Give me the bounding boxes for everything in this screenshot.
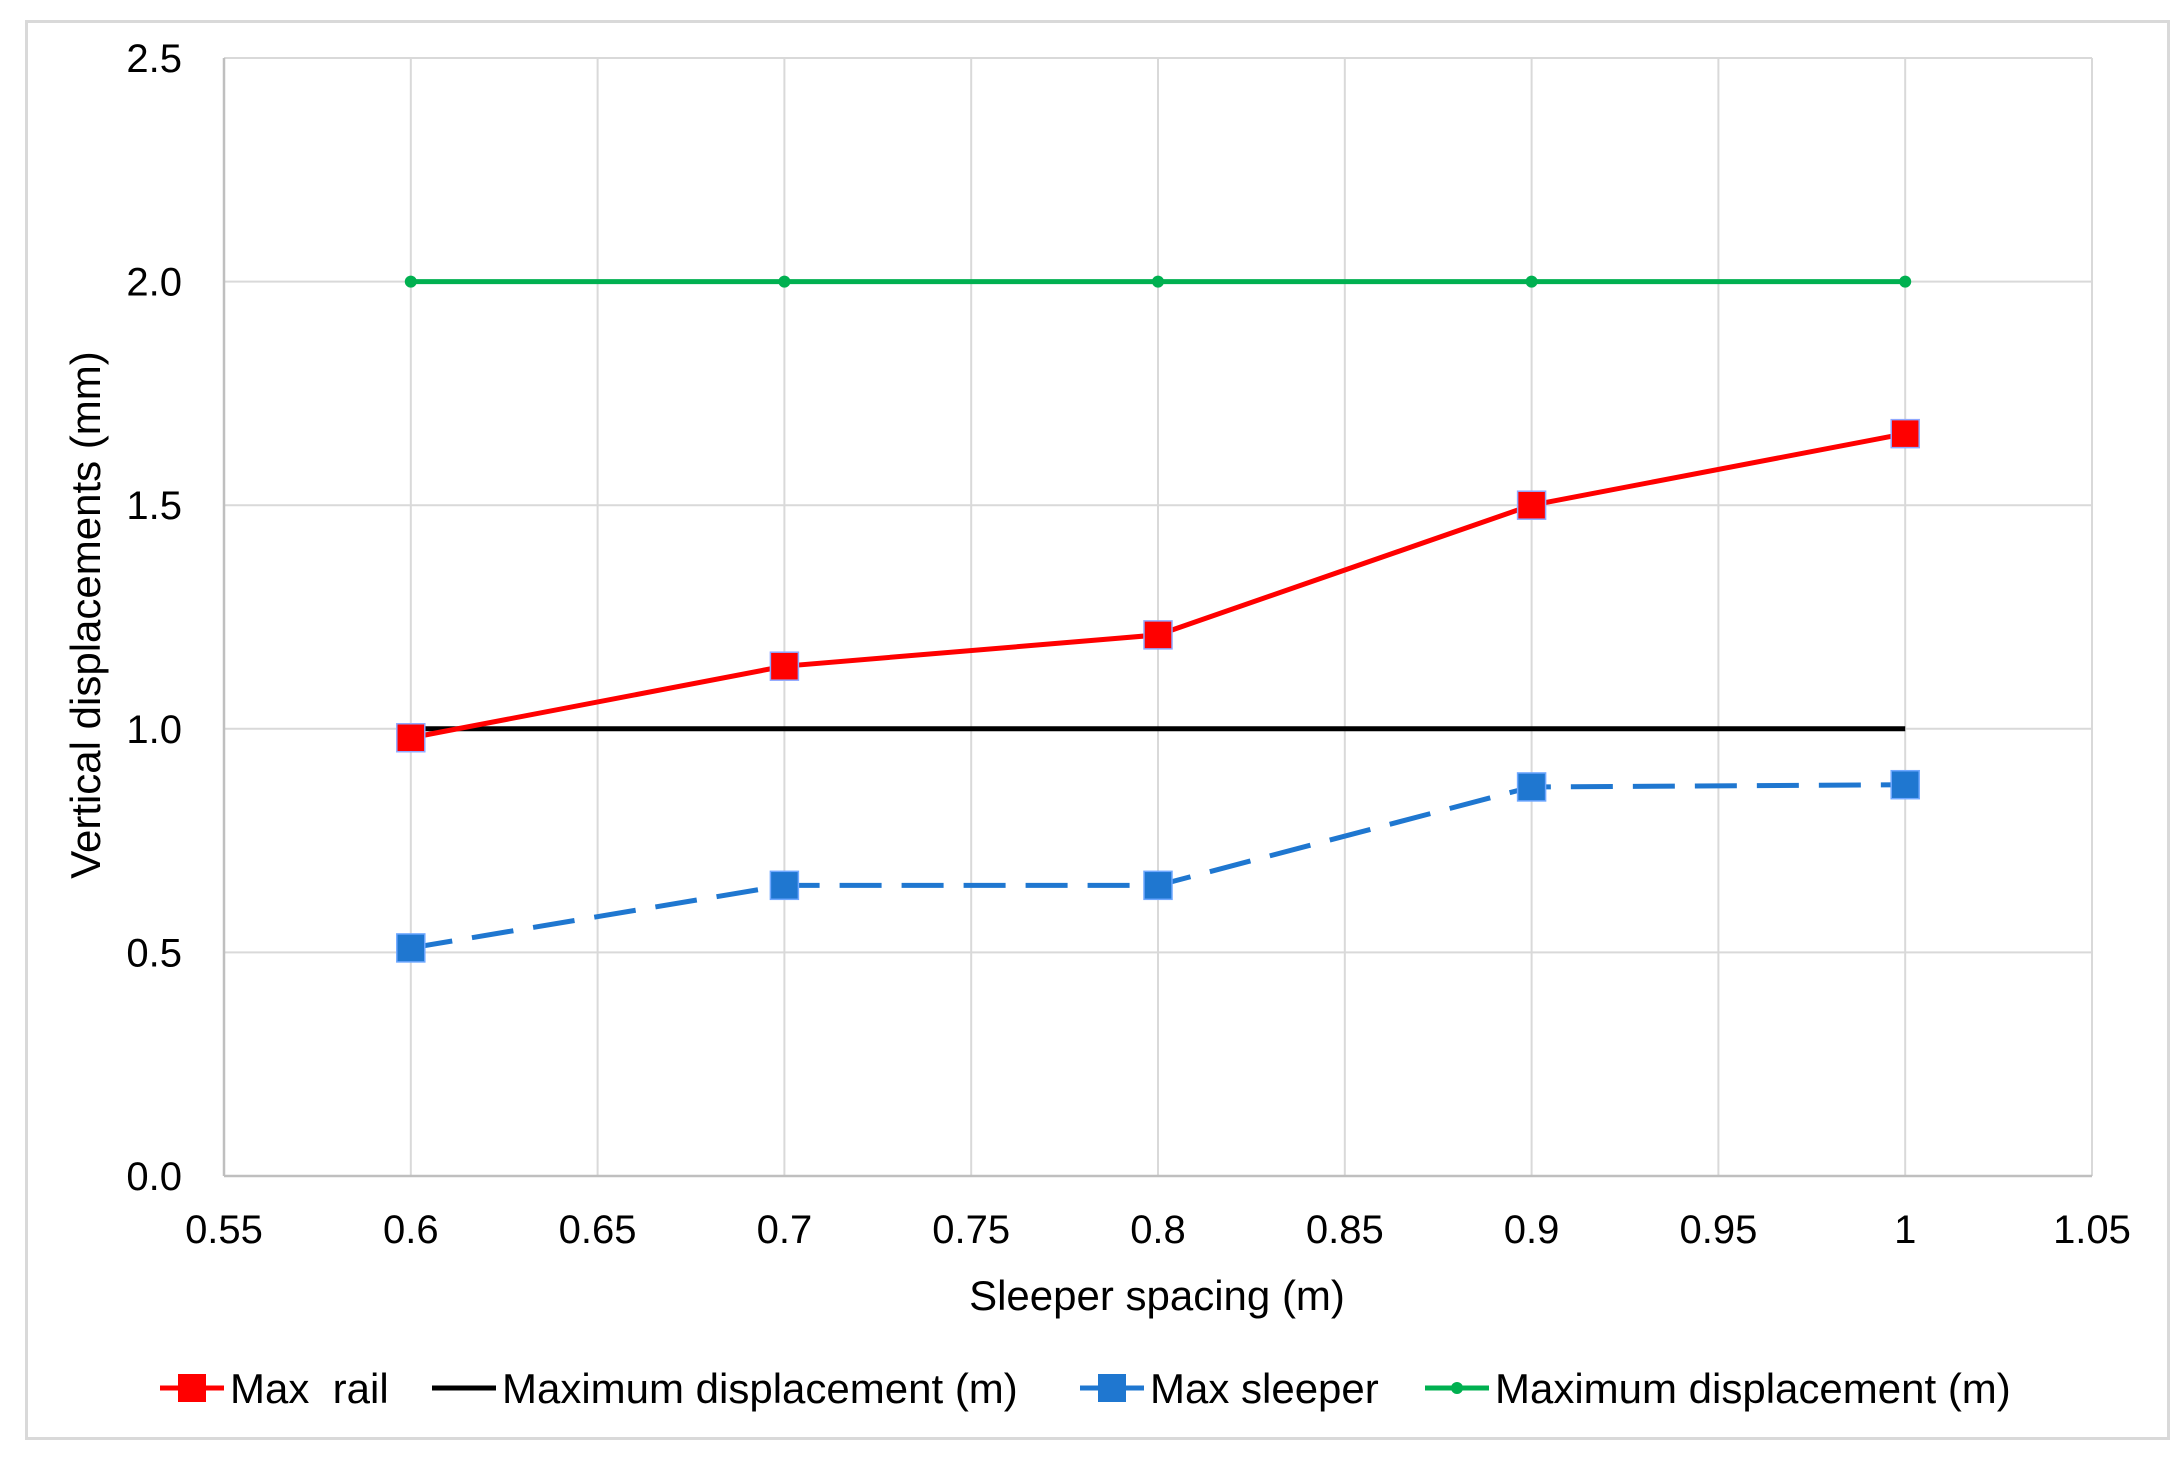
legend-item: Max rail <box>160 1365 389 1412</box>
data-point <box>1890 418 1920 449</box>
x-tick-label: 0.85 <box>1306 1208 1384 1252</box>
y-tick-label: 2.5 <box>126 37 182 81</box>
tick-labels: 0.55 0.6 0.65 0.7 0.75 0.8 0.85 0.9 0.95 1 1.05 0.0… <box>126 37 2131 1252</box>
y-tick-label: 2.0 <box>126 261 182 305</box>
data-point <box>1516 772 1547 802</box>
x-tick-label: 0.9 <box>1504 1208 1560 1252</box>
axis-layer <box>222 58 2092 1178</box>
grid-layer <box>223 57 2093 1177</box>
y-tick-label: 1.0 <box>126 708 182 752</box>
x-tick-label: 0.95 <box>1679 1208 1757 1252</box>
data-point <box>769 870 800 901</box>
x-tick-label: 0.7 <box>757 1208 813 1252</box>
x-tick-label: 0.65 <box>559 1208 637 1252</box>
data-point <box>1152 275 1164 288</box>
y-tick-label: 1.5 <box>126 484 182 528</box>
x-tick-label: 0.6 <box>383 1208 439 1252</box>
data-point <box>1899 275 1912 288</box>
series-layer <box>396 275 1920 963</box>
data-point <box>1890 769 1920 800</box>
data-point <box>1516 490 1547 520</box>
data-point <box>396 933 426 963</box>
legend-label: Max rail <box>230 1365 389 1412</box>
series-2 <box>396 769 1920 963</box>
legend-item: Max sleeper <box>1080 1365 1379 1412</box>
data-point <box>1525 275 1538 288</box>
x-axis-title: Sleeper spacing (m) <box>969 1272 1345 1319</box>
legend-marker <box>178 1374 206 1402</box>
x-tick-label: 0.55 <box>185 1208 263 1252</box>
data-point <box>778 275 791 288</box>
series-3 <box>404 275 1912 288</box>
data-point <box>404 275 417 288</box>
x-tick-label: 0.75 <box>932 1208 1010 1252</box>
legend-item: Maximum displacement (m) <box>432 1365 1018 1412</box>
data-point <box>1143 870 1173 901</box>
y-tick-label: 0.5 <box>126 931 182 975</box>
legend-marker <box>1098 1374 1126 1402</box>
legend: Max rail Maximum displacement (m) Max slee… <box>160 1365 2011 1412</box>
y-axis-title: Vertical displacements (mm) <box>62 351 109 878</box>
legend-item: Maximum displacement (m) <box>1425 1365 2011 1412</box>
series-0 <box>396 418 1920 753</box>
x-tick-label: 1.05 <box>2053 1208 2131 1252</box>
y-tick-label: 0.0 <box>126 1155 182 1199</box>
data-point <box>769 651 800 681</box>
x-tick-label: 0.8 <box>1130 1208 1186 1252</box>
x-tick-label: 1 <box>1894 1208 1916 1252</box>
legend-label: Max sleeper <box>1150 1365 1379 1412</box>
data-point <box>1143 620 1173 650</box>
legend-label: Maximum displacement (m) <box>1495 1365 2011 1412</box>
legend-marker <box>1451 1382 1463 1394</box>
data-point <box>396 722 426 753</box>
legend-label: Maximum displacement (m) <box>502 1365 1018 1412</box>
